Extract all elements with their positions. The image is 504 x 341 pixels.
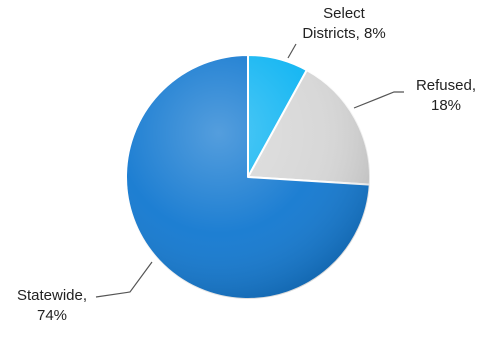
leader-line-select: [287, 43, 297, 59]
leader-line-statewide: [95, 261, 153, 298]
slice-label-statewide-line1: Statewide,: [16, 287, 88, 304]
slice-label-select-line1: Select: [323, 5, 365, 22]
leader-line-refused: [353, 91, 404, 109]
slice-label-statewide: Statewide, 74%: [2, 286, 102, 326]
slice-label-select-districts: Select Districts, 8%: [276, 4, 412, 44]
slice-label-statewide-line2: 74%: [36, 307, 68, 324]
slice-label-refused-line2: 18%: [430, 97, 462, 114]
slice-label-refused-line1: Refused,: [415, 77, 477, 94]
slice-label-select-line2: Districts, 8%: [302, 25, 386, 42]
pie-slices: [125, 54, 371, 300]
slice-label-refused: Refused, 18%: [394, 76, 498, 116]
leader-lines: [95, 43, 404, 298]
